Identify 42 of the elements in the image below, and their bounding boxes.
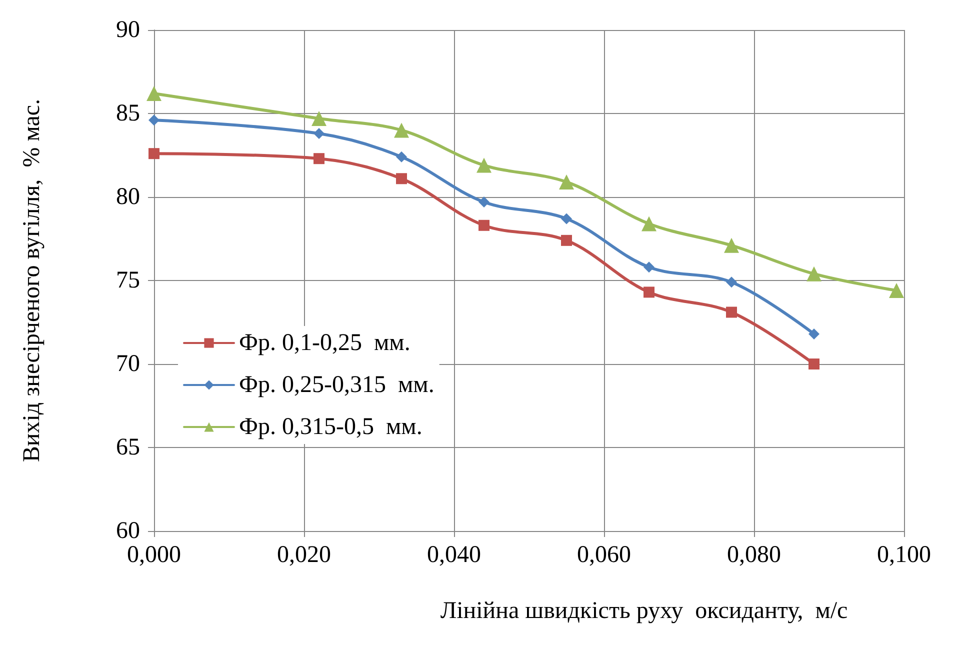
point (808, 328, 820, 340)
legend-label: Фр. 0,25-0,315 мм. (239, 372, 434, 398)
point (314, 128, 324, 140)
point (396, 151, 407, 162)
point (314, 153, 324, 164)
point (644, 262, 654, 273)
legend-label: Фр. 0,315-0,5 мм. (239, 414, 422, 440)
x-tick-label: 0,060 (577, 542, 631, 568)
point (644, 286, 654, 298)
point (642, 216, 656, 232)
point (148, 148, 160, 160)
x-tick-label: 0,040 (427, 542, 481, 568)
x-tick-label: 0,000 (127, 542, 181, 568)
point (394, 122, 409, 138)
y-tick-label: 60 (116, 518, 140, 544)
point (726, 306, 737, 318)
point (889, 283, 904, 298)
y-tick-label: 80 (116, 184, 140, 210)
y-tick-label: 85 (116, 100, 140, 126)
legend-label: Фр. 0,1-0,25 мм. (239, 330, 410, 356)
point (561, 213, 572, 224)
point (146, 86, 162, 101)
point (726, 276, 737, 288)
point (806, 266, 822, 282)
point (561, 234, 572, 246)
point (478, 196, 490, 208)
y-tick-label: 70 (116, 351, 140, 377)
point (559, 174, 574, 190)
x-tick-label: 0,080 (727, 542, 781, 568)
x-tick-label: 0,020 (277, 542, 331, 568)
y-tick-label: 90 (116, 17, 140, 43)
point (724, 238, 739, 253)
point (396, 173, 407, 184)
point (312, 111, 326, 126)
point (808, 358, 820, 370)
point (476, 158, 492, 173)
point (478, 220, 490, 231)
x-axis-title: Лінійна швидкість руху оксиданту, м/с (440, 598, 848, 624)
y-tick-label: 75 (116, 268, 140, 294)
x-tick-label: 0,100 (877, 542, 931, 568)
y-axis-title: Вихід знесірченого вугілля, % мас. (19, 98, 45, 462)
y-tick-label: 65 (116, 434, 140, 460)
